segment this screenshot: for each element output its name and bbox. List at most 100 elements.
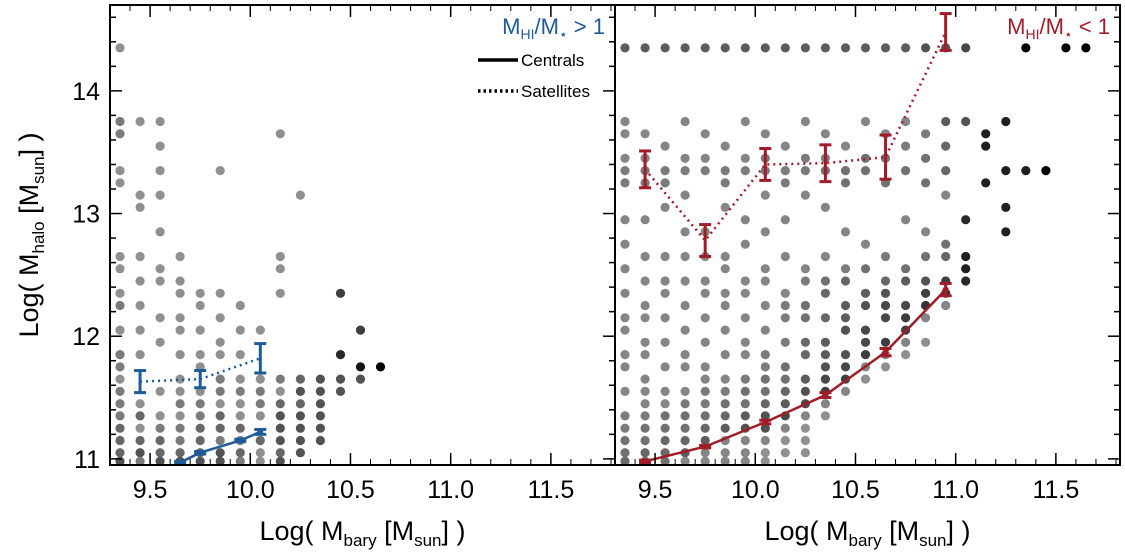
scatter-point [740, 399, 750, 409]
scatter-point [315, 435, 325, 446]
scatter-point [700, 153, 710, 163]
scatter-point [921, 313, 931, 323]
x-tick-label: 11.0 [427, 476, 474, 504]
scatter-point [295, 374, 305, 384]
scatter-point [335, 350, 346, 360]
scatter-point [660, 386, 670, 396]
scatter-point [215, 456, 225, 465]
scatter-point [640, 435, 650, 446]
scatter-point [620, 264, 630, 274]
scatter-point [720, 325, 730, 335]
y-ticks [1108, 16, 1120, 460]
scatter-point [740, 288, 750, 298]
scatter-point [620, 215, 630, 225]
scatter-point [680, 190, 690, 200]
scatter-point [700, 276, 710, 286]
scatter-point [860, 264, 871, 274]
scatter-point [295, 411, 305, 421]
scatter-point [255, 411, 265, 421]
scatter-point [780, 386, 790, 396]
scatter-point [295, 399, 305, 409]
scatter-point [921, 43, 931, 53]
scatter-point [941, 239, 951, 249]
scatter-point [901, 215, 911, 225]
scatter-point [135, 456, 145, 465]
scatter-point [820, 202, 831, 212]
scatter-point [275, 423, 285, 433]
scatter-point [700, 43, 710, 53]
scatter-point [760, 350, 770, 360]
scatter-point [780, 448, 790, 458]
error-bar [759, 147, 772, 182]
scatter-point [620, 43, 630, 53]
scatter-point [235, 374, 245, 384]
scatter-point [620, 313, 630, 323]
scatter-point [315, 374, 325, 384]
scatter-point [155, 313, 165, 323]
scatter-point [355, 374, 366, 384]
scatter-point [880, 313, 891, 323]
scatter-point [840, 350, 851, 360]
scatter-point [720, 141, 730, 151]
centrals-line [179, 430, 261, 464]
scatter-point [840, 178, 851, 188]
scatter-point [740, 350, 750, 360]
scatter-point [780, 399, 790, 409]
scatter-point [135, 448, 145, 458]
scatter-point [820, 350, 831, 360]
scatter-point [700, 399, 710, 409]
scatter-point [780, 141, 790, 151]
scatter-point [720, 264, 730, 274]
scatter-point [195, 399, 205, 409]
scatter-point [620, 129, 630, 139]
scatter-point [335, 288, 346, 298]
scatter-point [195, 435, 205, 446]
scatter-point [135, 399, 145, 409]
scatter-point [115, 251, 125, 262]
scatter-point [215, 411, 225, 421]
scatter-point [115, 300, 125, 311]
scatter-point [840, 313, 851, 323]
scatter-point [700, 337, 710, 347]
scatter-point [700, 423, 710, 433]
scatter-point [860, 239, 871, 249]
scatter-point [235, 448, 245, 458]
scatter-point [760, 386, 770, 396]
scatter-point [115, 399, 125, 409]
scatter-point [255, 456, 265, 465]
scatter-point [720, 411, 730, 421]
scatter-point [215, 399, 225, 409]
error-bar [194, 449, 207, 456]
scatter-point [941, 300, 951, 311]
scatter-point [720, 386, 730, 396]
scatter-point [155, 276, 165, 286]
scatter-point [680, 386, 690, 396]
scatter-point [720, 300, 730, 311]
scatter-point [155, 166, 165, 176]
scatter-point [981, 129, 991, 139]
scatter-point [235, 411, 245, 421]
scatter-point [235, 456, 245, 465]
scatter-point [680, 362, 690, 372]
scatter-point [700, 313, 710, 323]
scatter-point [840, 166, 851, 176]
scatter-point [255, 399, 265, 409]
scatter-point [660, 288, 670, 298]
scatter-point [660, 456, 670, 465]
scatter-point [195, 411, 205, 421]
scatter-point [921, 178, 931, 188]
scatter-point [115, 435, 125, 446]
scatter-point [215, 313, 225, 323]
scatter-point [155, 448, 165, 458]
scatter-point [640, 350, 650, 360]
scatter-point [800, 448, 811, 458]
scatter-point [275, 399, 285, 409]
scatter-point [175, 411, 185, 421]
scatter-point [175, 276, 185, 286]
scatter-point [820, 288, 831, 298]
left-panel: 9.5 10.0 10.5 11.0 11.5 11 12 13 14 Log( Mbary [M… [14, 4, 616, 550]
scatter-point [135, 325, 145, 335]
scatter-point [720, 43, 730, 53]
scatter-point [155, 423, 165, 433]
scatter-point [941, 190, 951, 200]
